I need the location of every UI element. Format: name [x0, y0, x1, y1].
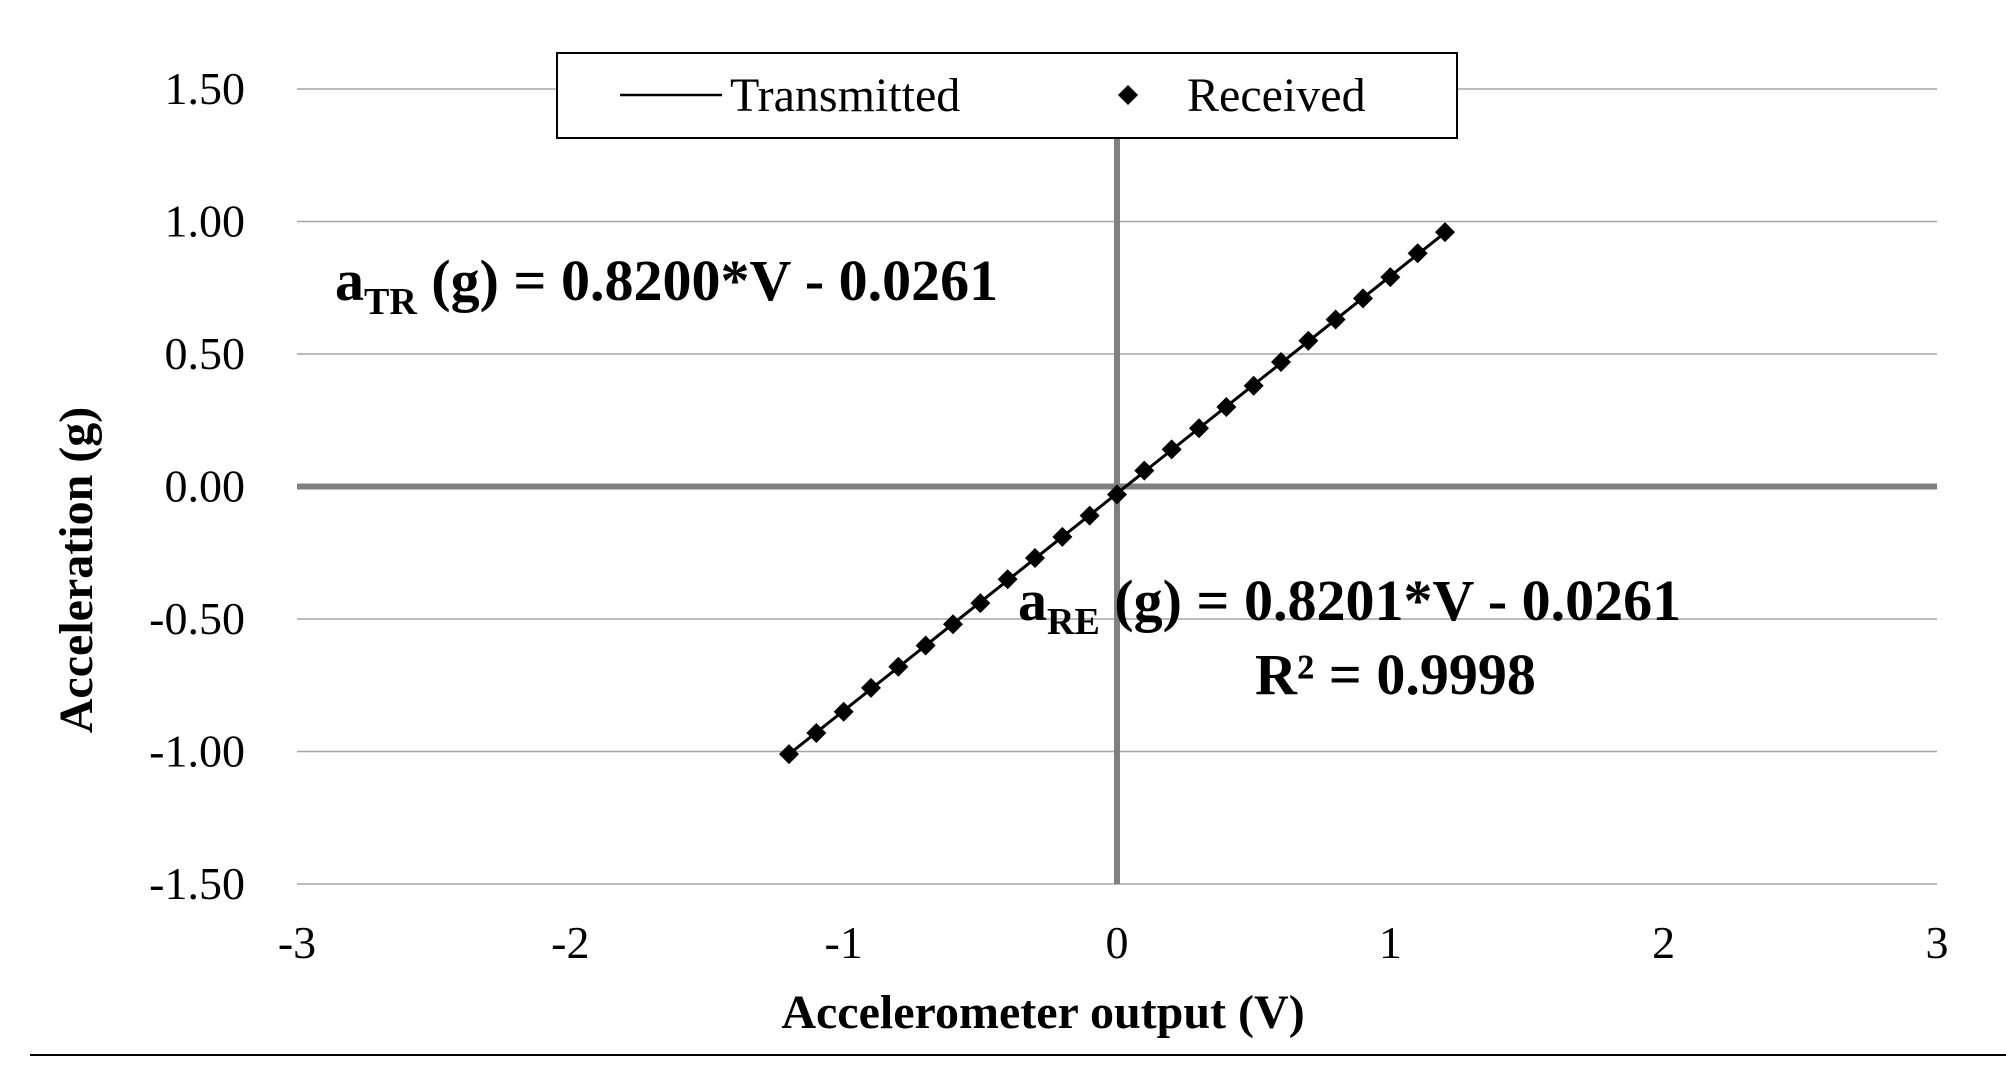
- transmitted-equation: aTR (g) = 0.8200*V - 0.0261: [335, 248, 998, 323]
- x-tick-label: 2: [1652, 917, 1675, 968]
- transmitted-eq-rest: (g) = 0.8200*V - 0.0261: [417, 248, 998, 313]
- received-point: [1407, 243, 1428, 264]
- x-axis-title: Accelerometer output (V): [781, 986, 1304, 1039]
- received-point: [1134, 460, 1155, 481]
- y-tick-label: -1.50: [149, 858, 245, 909]
- received-point: [1189, 418, 1209, 439]
- received-point: [1079, 505, 1100, 526]
- received-point: [1052, 526, 1073, 547]
- received-series: [779, 222, 1455, 765]
- received-point: [1243, 375, 1264, 396]
- y-tick-label: -0.50: [149, 593, 245, 644]
- transmitted-eq-a: a: [335, 248, 364, 313]
- x-tick-label: 1: [1379, 917, 1402, 968]
- x-tick-label: 3: [1926, 917, 1949, 968]
- x-tick-label: -1: [825, 917, 863, 968]
- received-point: [1380, 267, 1401, 288]
- received-point: [943, 614, 963, 635]
- received-point: [861, 677, 881, 698]
- y-tick-label: 1.00: [165, 196, 246, 247]
- received-eq-rest: (g) = 0.8201*V - 0.0261: [1100, 568, 1681, 633]
- legend-received-label: Received: [1187, 69, 1366, 122]
- received-point: [1107, 484, 1127, 505]
- received-point: [1435, 222, 1455, 243]
- y-axis-title: Acceleration (g): [50, 407, 103, 734]
- received-point: [833, 701, 854, 722]
- y-tick-label: 1.50: [165, 63, 246, 114]
- received-eq-a: a: [1018, 568, 1047, 633]
- received-equation: aRE (g) = 0.8201*V - 0.0261: [1018, 568, 1681, 643]
- legend-received-marker: [1118, 85, 1138, 105]
- received-point: [1025, 548, 1045, 569]
- legend: Transmitted Received: [556, 52, 1458, 139]
- y-tick-label: 0.50: [165, 328, 246, 379]
- y-tick-label: -1.00: [149, 726, 245, 777]
- received-point: [779, 744, 799, 765]
- x-tick-label: -3: [278, 917, 316, 968]
- received-point: [1353, 288, 1373, 309]
- y-tick-labels: 1.50 1.00 0.50 0.00 -0.50 -1.00 -1.50: [149, 63, 245, 909]
- received-point: [806, 722, 827, 743]
- received-point: [1216, 397, 1237, 417]
- received-eq-sub: RE: [1047, 601, 1100, 643]
- received-point: [888, 656, 909, 677]
- received-point: [1325, 309, 1346, 330]
- x-tick-labels: -3 -2 -1 0 1 2 3: [278, 917, 1949, 968]
- x-tick-label: 0: [1106, 917, 1129, 968]
- received-point: [970, 593, 991, 614]
- received-point: [1161, 439, 1182, 460]
- r-squared: R² = 0.9998: [1255, 642, 1536, 707]
- y-tick-label: 0.00: [165, 461, 246, 512]
- legend-transmitted-label: Transmitted: [730, 69, 960, 122]
- received-point: [1298, 330, 1319, 351]
- transmitted-eq-sub: TR: [364, 281, 417, 323]
- x-tick-label: -2: [551, 917, 589, 968]
- received-point: [915, 635, 936, 656]
- received-point: [997, 569, 1018, 590]
- received-point: [1271, 351, 1291, 372]
